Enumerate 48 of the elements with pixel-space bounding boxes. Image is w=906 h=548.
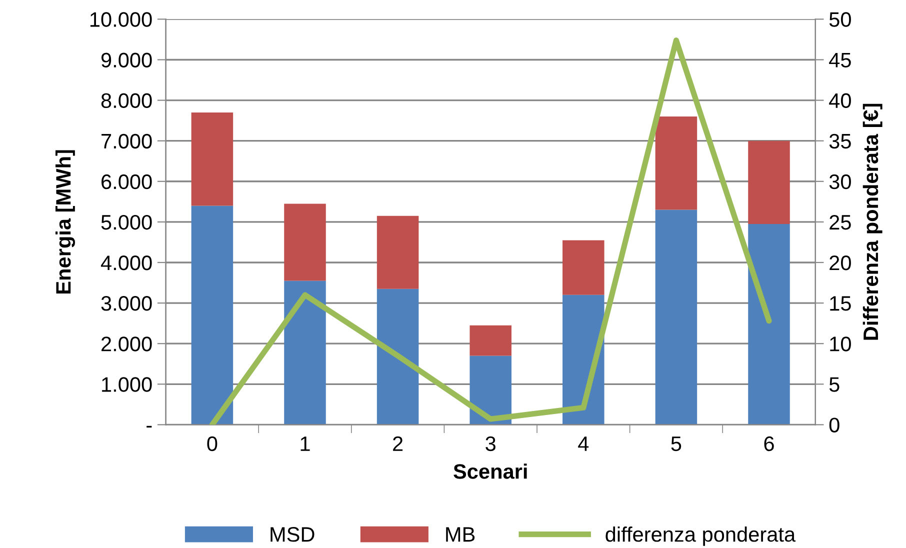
x-tick-label: 0 <box>207 436 218 452</box>
bar <box>748 140 790 224</box>
y2-tick-label: 25 <box>830 214 851 230</box>
x-axis-title: Scenari <box>454 464 527 479</box>
bar <box>376 216 419 289</box>
x-tick-label: 5 <box>671 436 682 452</box>
y2-tick-label: 30 <box>829 174 851 190</box>
y2-tick-label: 5 <box>829 377 840 392</box>
x-tick-label: 1 <box>300 436 310 451</box>
legend-label: MSD <box>270 527 314 542</box>
y-tick-label: 7.000 <box>102 134 152 149</box>
legend-label: differenza ponderata <box>606 526 796 546</box>
y-tick-label: 8.000 <box>101 93 152 108</box>
y2-tick-label: 15 <box>830 296 851 311</box>
y-tick-label: 10.000 <box>90 12 152 27</box>
bar <box>748 224 790 425</box>
y2-tick-label: 35 <box>829 134 851 149</box>
x-tick-label: 6 <box>764 436 774 452</box>
y2-tick-label: 40 <box>829 93 851 108</box>
y-tick-label: 1.000 <box>102 377 152 392</box>
x-tick-label: 2 <box>393 436 403 451</box>
bar <box>284 280 326 425</box>
x-tick-label: 4 <box>578 436 589 451</box>
y-tick-label: 5.000 <box>101 214 152 230</box>
y-tick-label: 2.000 <box>102 336 152 352</box>
bar <box>562 240 604 295</box>
bar <box>470 325 512 356</box>
y2-axis-title: Differenza ponderata [€] <box>862 104 882 340</box>
y2-tick-label: 20 <box>830 255 851 270</box>
y2-tick-label: 50 <box>829 12 851 27</box>
y-axis-title: Energia [MWh] <box>55 150 75 294</box>
y-tick-label: 4.000 <box>100 255 152 270</box>
y-tick-label: - <box>146 426 152 428</box>
x-tick-label: 3 <box>486 436 496 452</box>
y2-tick-label: 10 <box>830 336 851 352</box>
y2-tick-label: 0 <box>829 418 840 432</box>
bar <box>191 206 234 425</box>
y-tick-label: 6.000 <box>102 174 152 190</box>
legend-label: MB <box>446 527 475 542</box>
bar <box>655 210 698 425</box>
y-tick-label: 9.000 <box>101 52 152 68</box>
bar <box>284 204 326 281</box>
bar <box>470 356 512 425</box>
bar <box>655 116 698 210</box>
y2-tick-label: 45 <box>829 52 851 68</box>
bar <box>376 288 419 425</box>
y-tick-label: 3.000 <box>101 296 152 311</box>
bar <box>191 112 234 206</box>
